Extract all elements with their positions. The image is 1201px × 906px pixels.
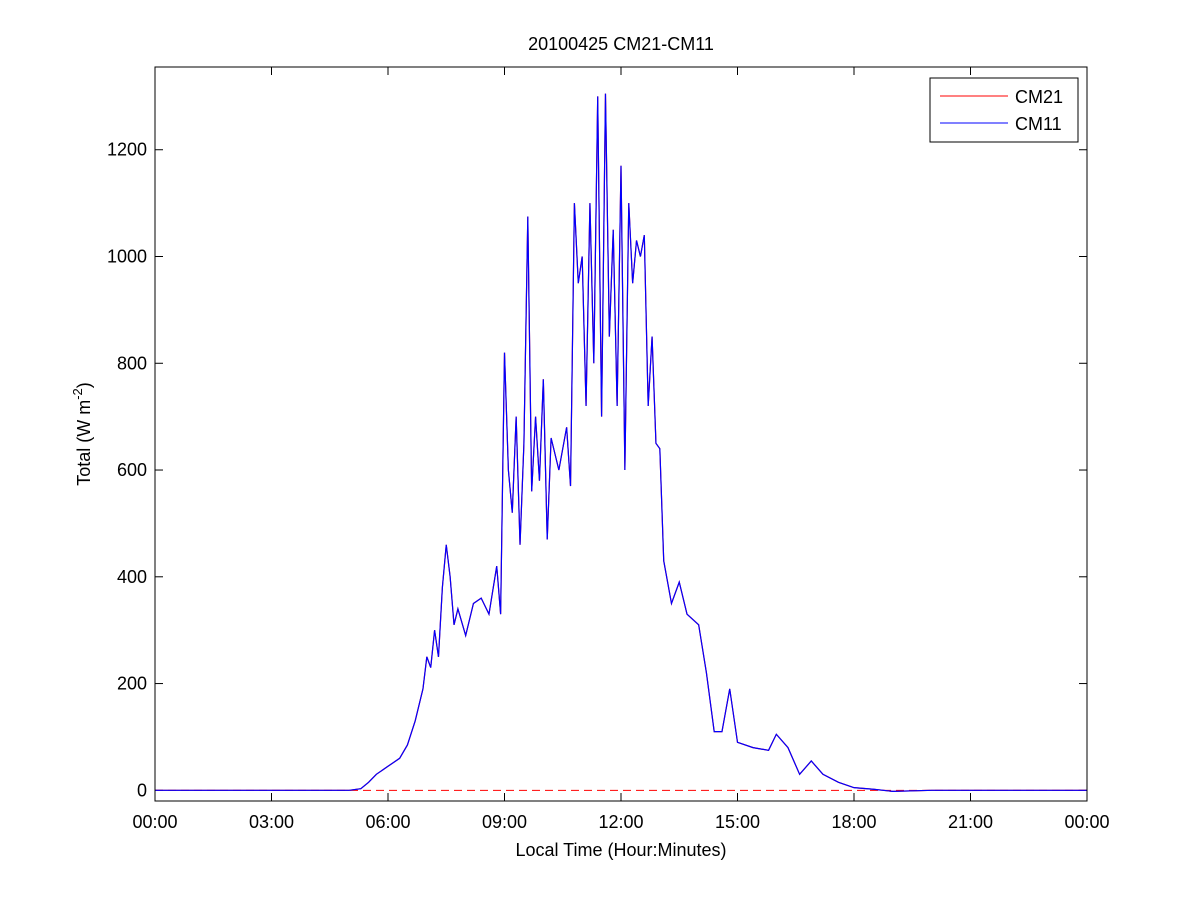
y-label-text: Total (W m: [74, 400, 94, 486]
chart-title: 20100425 CM21-CM11: [528, 34, 714, 54]
axes-box: [154, 66, 1088, 802]
x-tick-label: 18:00: [831, 812, 876, 832]
x-tick-label: 00:00: [132, 812, 177, 832]
legend-box: [929, 77, 1079, 143]
y-tick-label: 200: [117, 674, 147, 694]
y-tick-label: 0: [137, 780, 147, 800]
y-tick-label: 400: [117, 567, 147, 587]
x-tick-label: 12:00: [598, 812, 643, 832]
y-tick-label: 1200: [107, 140, 147, 160]
series-line: [155, 93, 1087, 792]
y-axis-label: Total (W m-2): [70, 382, 94, 486]
y-tick-label: 1000: [107, 247, 147, 267]
y-tick-label: 600: [117, 460, 147, 480]
x-tick-label: 15:00: [715, 812, 760, 832]
x-axis-label: Local Time (Hour:Minutes): [515, 840, 726, 860]
y-label-end: ): [74, 382, 94, 388]
y-tick-label: 800: [117, 353, 147, 373]
legend-label: CM21: [1015, 87, 1063, 107]
x-tick-label: 21:00: [948, 812, 993, 832]
x-tick-label: 09:00: [482, 812, 527, 832]
x-tick-label: 03:00: [249, 812, 294, 832]
x-tick-label: 00:00: [1064, 812, 1109, 832]
x-tick-label: 06:00: [365, 812, 410, 832]
y-label-sup: -2: [70, 388, 85, 400]
legend-label: CM11: [1015, 114, 1062, 134]
